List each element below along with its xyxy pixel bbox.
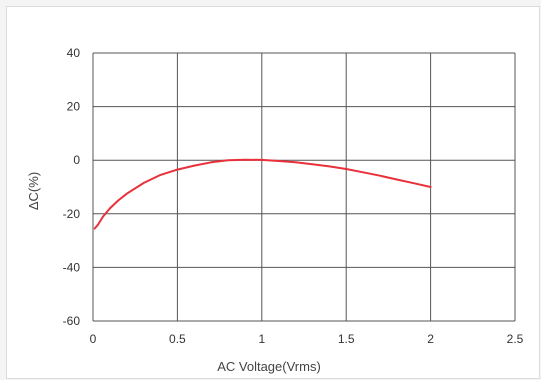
data-point [176, 168, 179, 171]
data-point [345, 168, 348, 170]
x-tick-label: 1 [258, 332, 265, 346]
data-point [210, 161, 212, 164]
y-axis-label: ΔC(%) [26, 172, 41, 210]
x-tick-label: 0.5 [169, 332, 186, 346]
data-point [93, 227, 96, 230]
data-point [102, 215, 104, 218]
data-point [328, 165, 331, 168]
data-point [125, 192, 128, 195]
line-chart: 0 0.5 1 1.5 2 2.5 40 20 0 -20 -40 -60 AC Voltage(Vr… [26, 46, 524, 374]
data-point [109, 207, 111, 210]
data-point [159, 174, 162, 176]
data-point [244, 158, 246, 161]
tick-labels: 0 0.5 1 1.5 2 2.5 40 20 0 -20 -40 -60 [63, 46, 524, 346]
y-tick-label: -20 [63, 207, 81, 221]
x-tick-label: 1.5 [338, 332, 355, 346]
y-tick-label: 40 [67, 46, 81, 60]
x-tick-label: 2.5 [507, 332, 524, 346]
data-point [362, 171, 364, 174]
data-point [412, 182, 415, 185]
data-point [294, 161, 297, 164]
data-point [277, 160, 280, 162]
y-tick-label: 0 [73, 153, 80, 167]
data-point [396, 178, 398, 181]
data-point [117, 199, 120, 202]
data-point [429, 186, 432, 188]
data-point [261, 159, 263, 161]
data-point [227, 159, 229, 161]
grid [92, 52, 516, 322]
series-layer [93, 158, 432, 230]
y-tick-label: -40 [63, 260, 81, 274]
y-tick-label: 20 [67, 100, 81, 114]
y-tick-label: -60 [63, 314, 81, 328]
x-tick-label: 2 [427, 332, 434, 346]
data-point [379, 174, 381, 177]
data-point [142, 182, 145, 184]
data-point [97, 223, 99, 226]
chart-panel: 0 0.5 1 1.5 2 2.5 40 20 0 -20 -40 -60 AC Voltage(Vr… [6, 6, 540, 379]
series-line [93, 158, 432, 230]
data-point [193, 164, 196, 167]
x-tick-label: 0 [90, 332, 97, 346]
x-axis-label: AC Voltage(Vrms) [217, 359, 321, 374]
data-point [311, 163, 314, 166]
